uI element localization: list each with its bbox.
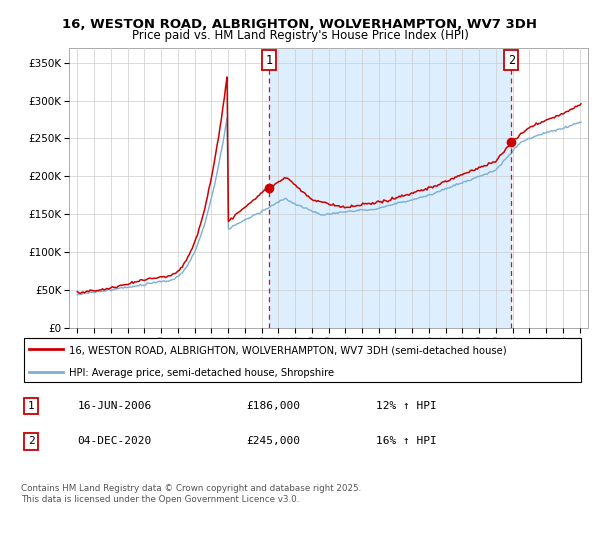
Text: £245,000: £245,000 (247, 436, 301, 446)
Text: 16-JUN-2006: 16-JUN-2006 (77, 401, 152, 411)
Text: 16, WESTON ROAD, ALBRIGHTON, WOLVERHAMPTON, WV7 3DH: 16, WESTON ROAD, ALBRIGHTON, WOLVERHAMPT… (62, 18, 538, 31)
Text: 04-DEC-2020: 04-DEC-2020 (77, 436, 152, 446)
Text: Contains HM Land Registry data © Crown copyright and database right 2025.
This d: Contains HM Land Registry data © Crown c… (21, 484, 361, 504)
Text: Price paid vs. HM Land Registry's House Price Index (HPI): Price paid vs. HM Land Registry's House … (131, 29, 469, 42)
FancyBboxPatch shape (24, 338, 581, 382)
Text: 12% ↑ HPI: 12% ↑ HPI (376, 401, 437, 411)
Text: 2: 2 (508, 54, 515, 67)
Text: 1: 1 (266, 54, 273, 67)
Text: 16, WESTON ROAD, ALBRIGHTON, WOLVERHAMPTON, WV7 3DH (semi-detached house): 16, WESTON ROAD, ALBRIGHTON, WOLVERHAMPT… (69, 346, 506, 355)
Text: 2: 2 (28, 436, 35, 446)
Text: 1: 1 (28, 401, 35, 411)
Text: HPI: Average price, semi-detached house, Shropshire: HPI: Average price, semi-detached house,… (69, 368, 334, 378)
Text: £186,000: £186,000 (247, 401, 301, 411)
Bar (269, 48, 511, 328)
Text: 16% ↑ HPI: 16% ↑ HPI (376, 436, 437, 446)
